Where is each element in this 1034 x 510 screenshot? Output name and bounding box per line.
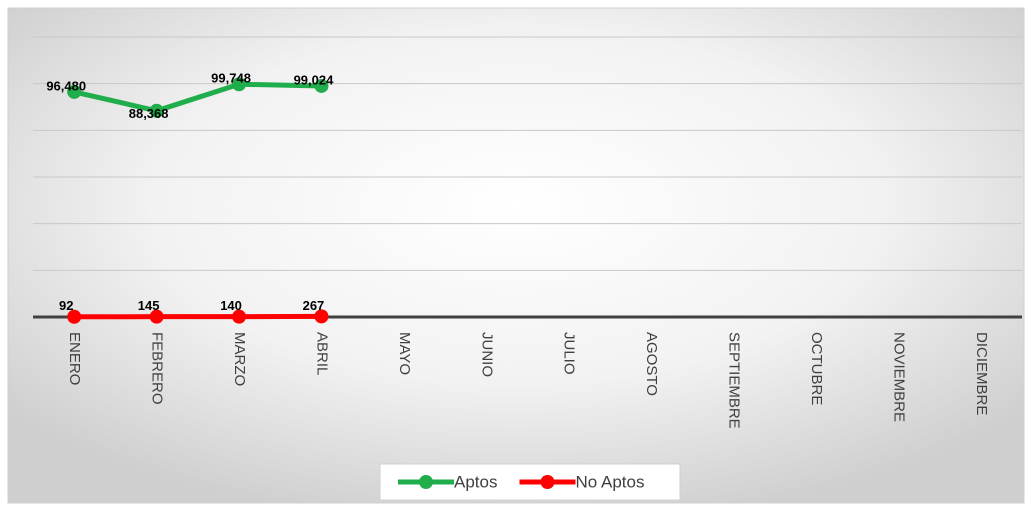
x-tick-label: MAYO [396,332,413,375]
x-tick-label: ABRIL [313,332,330,375]
data-point [232,77,247,92]
data-label: 99,024 [294,72,335,87]
legend-label: No Aptos [575,472,644,491]
data-label: 96,480 [46,78,86,93]
x-tick-label: FEBRERO [149,332,166,405]
x-tick-label: SEPTIEMBRE [726,332,743,429]
legend-label: Aptos [454,472,497,491]
data-point [149,309,164,324]
x-tick-label: AGOSTO [643,332,660,396]
data-label: 88,368 [129,106,169,121]
x-tick-label: MARZO [231,332,248,386]
x-tick-label: JULIO [561,332,578,375]
legend-marker [540,475,555,489]
data-point [314,78,329,93]
data-point [67,309,82,324]
data-label: 92 [59,298,73,313]
x-tick-label: DICIEMBRE [973,332,990,415]
data-label: 99,748 [211,71,251,86]
x-tick-label: OCTUBRE [808,332,825,405]
data-label: 267 [303,298,325,313]
x-tick-label: JUNIO [478,332,495,377]
legend-marker [419,475,433,489]
chart-area [7,7,1025,504]
data-point [232,309,247,324]
x-tick-label: ENERO [66,332,83,385]
data-point [314,309,329,324]
data-point [149,103,164,118]
data-label: 145 [138,298,160,313]
series-line [73,81,322,114]
x-tick-label: NOVIEMBRE [890,332,907,422]
data-point [67,84,82,99]
data-label: 140 [220,298,242,313]
